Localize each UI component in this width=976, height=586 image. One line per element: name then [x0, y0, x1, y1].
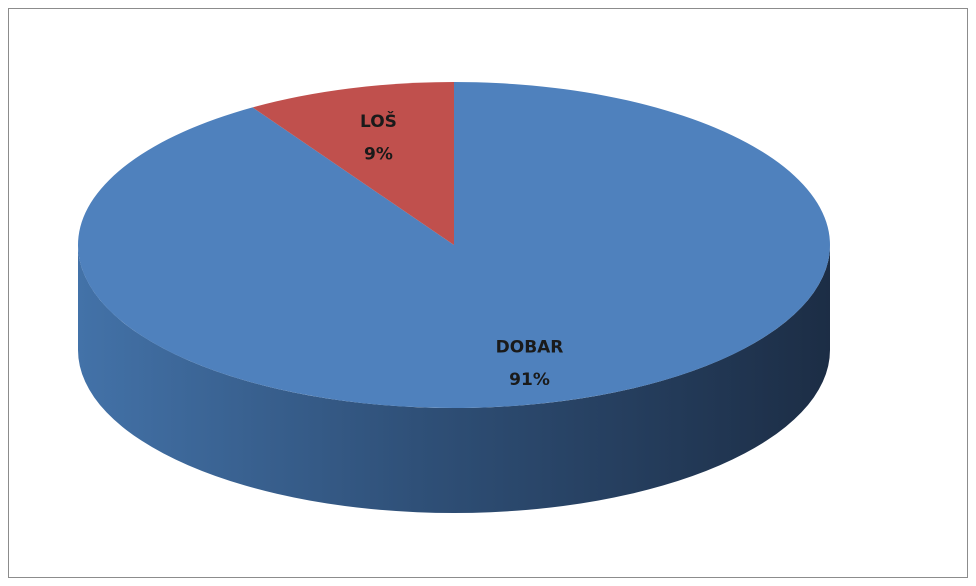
- pie-slice: [252, 82, 454, 245]
- data-label: LOŠ 9%: [360, 110, 397, 164]
- data-label: DOBAR 91%: [496, 338, 564, 390]
- value-label: 9%: [364, 144, 393, 164]
- category-label: DOBAR: [496, 338, 564, 358]
- pie-slice: [77, 82, 830, 409]
- pie-side: [78, 245, 830, 513]
- value-label: 91%: [509, 370, 550, 390]
- category-label: LOŠ: [360, 110, 397, 132]
